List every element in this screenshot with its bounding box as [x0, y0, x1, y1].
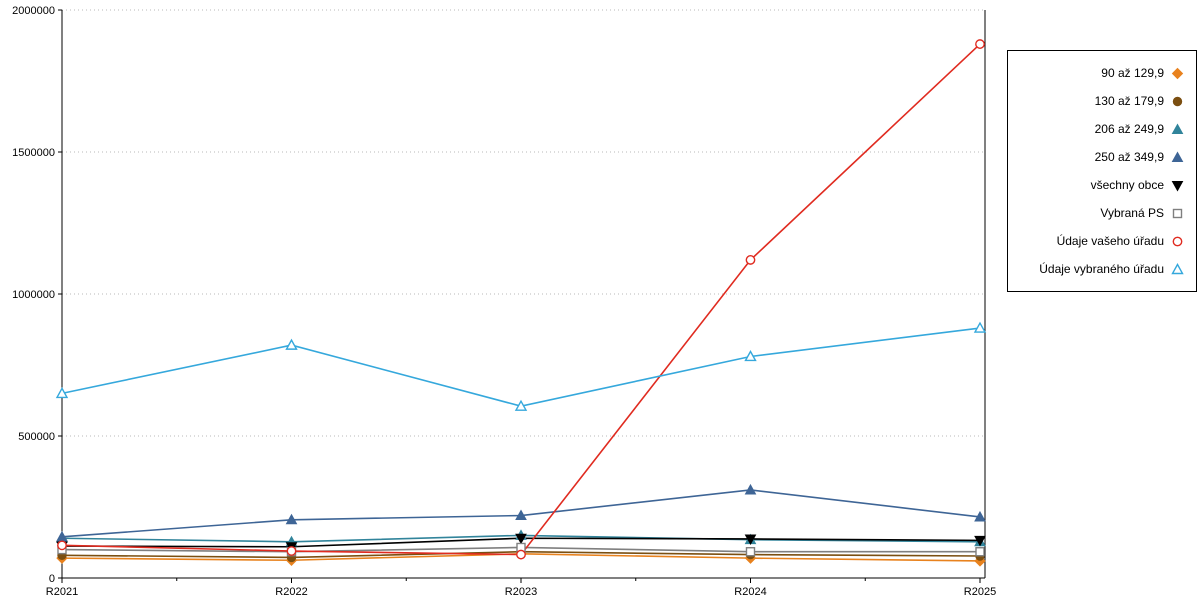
data-point-triangle-up-icon: [974, 510, 986, 522]
y-tick-label: 0: [49, 573, 55, 585]
legend-label: 90 až 129,9: [1101, 66, 1164, 80]
legend-item: Údaje vybraného úřadu: [1008, 255, 1196, 283]
data-point-circle-icon: [516, 549, 526, 560]
y-tick-label: 500000: [18, 431, 55, 443]
legend-label: 130 až 179,9: [1094, 94, 1164, 108]
data-point-square-icon: [745, 547, 756, 557]
legend-label: 206 až 249,9: [1094, 122, 1164, 136]
data-point-triangle-down-icon: [744, 534, 757, 545]
data-point-triangle-up-icon: [285, 338, 298, 350]
y-tick-label: 1500000: [12, 147, 55, 159]
legend-item: 250 až 349,9: [1008, 143, 1196, 171]
data-point-circle-icon: [745, 255, 756, 265]
data-point-triangle-up-icon: [55, 386, 69, 399]
legend-label: Vybraná PS: [1100, 206, 1164, 220]
legend-label: Údaje vybraného úřadu: [1039, 262, 1164, 276]
legend: 90 až 129,9 130 až 179,9 206 až 249,9 250 a…: [1007, 50, 1197, 292]
legend-item: všechny obce: [1008, 171, 1196, 199]
legend-marker-triangle-up-icon: [1171, 122, 1184, 134]
x-tick-label: R2025: [964, 586, 996, 598]
y-tick-label: 1000000: [12, 289, 55, 301]
x-tick-label: R2024: [734, 586, 766, 598]
series-line: [61, 327, 981, 408]
legend-label: Údaje vašeho úřadu: [1056, 234, 1164, 248]
y-tick-label: 2000000: [12, 5, 55, 17]
legend-marker-circle-icon: [1172, 96, 1183, 106]
data-point-triangle-up-icon: [285, 513, 298, 525]
data-point-triangle-up-icon: [514, 399, 528, 411]
x-tick-label: R2023: [505, 586, 537, 598]
data-point-triangle-down-icon: [515, 533, 527, 545]
legend-marker-triangle-up-icon: [1171, 262, 1184, 274]
data-point-circle-icon: [57, 540, 67, 551]
legend-marker-triangle-down-icon: [1171, 180, 1184, 192]
data-point-triangle-down-icon: [974, 535, 986, 547]
legend-marker-circle-icon: [1172, 236, 1183, 246]
legend-item: 206 až 249,9: [1008, 115, 1196, 143]
x-tick-label: R2022: [275, 586, 307, 598]
legend-marker-square-icon: [1172, 208, 1183, 218]
x-tick-label: R2021: [46, 586, 78, 598]
data-point-triangle-up-icon: [515, 509, 527, 521]
series-line: [61, 43, 981, 556]
data-point-circle-icon: [975, 39, 985, 49]
data-point-triangle-up-icon: [744, 350, 757, 362]
legend-label: všechny obce: [1090, 178, 1164, 192]
legend-marker-triangle-up-icon: [1171, 150, 1184, 162]
data-point-triangle-up-icon: [973, 321, 987, 333]
data-point-circle-icon: [286, 546, 297, 556]
legend-marker-diamond-icon: [1171, 67, 1184, 79]
legend-item: Vybraná PS: [1008, 199, 1196, 227]
data-point-square-icon: [975, 547, 985, 557]
data-point-triangle-up-icon: [744, 483, 757, 495]
legend-label: 250 až 349,9: [1094, 150, 1164, 164]
legend-item: 90 až 129,9: [1008, 59, 1196, 87]
legend-item: Údaje vašeho úřadu: [1008, 227, 1196, 255]
legend-item: 130 až 179,9: [1008, 87, 1196, 115]
